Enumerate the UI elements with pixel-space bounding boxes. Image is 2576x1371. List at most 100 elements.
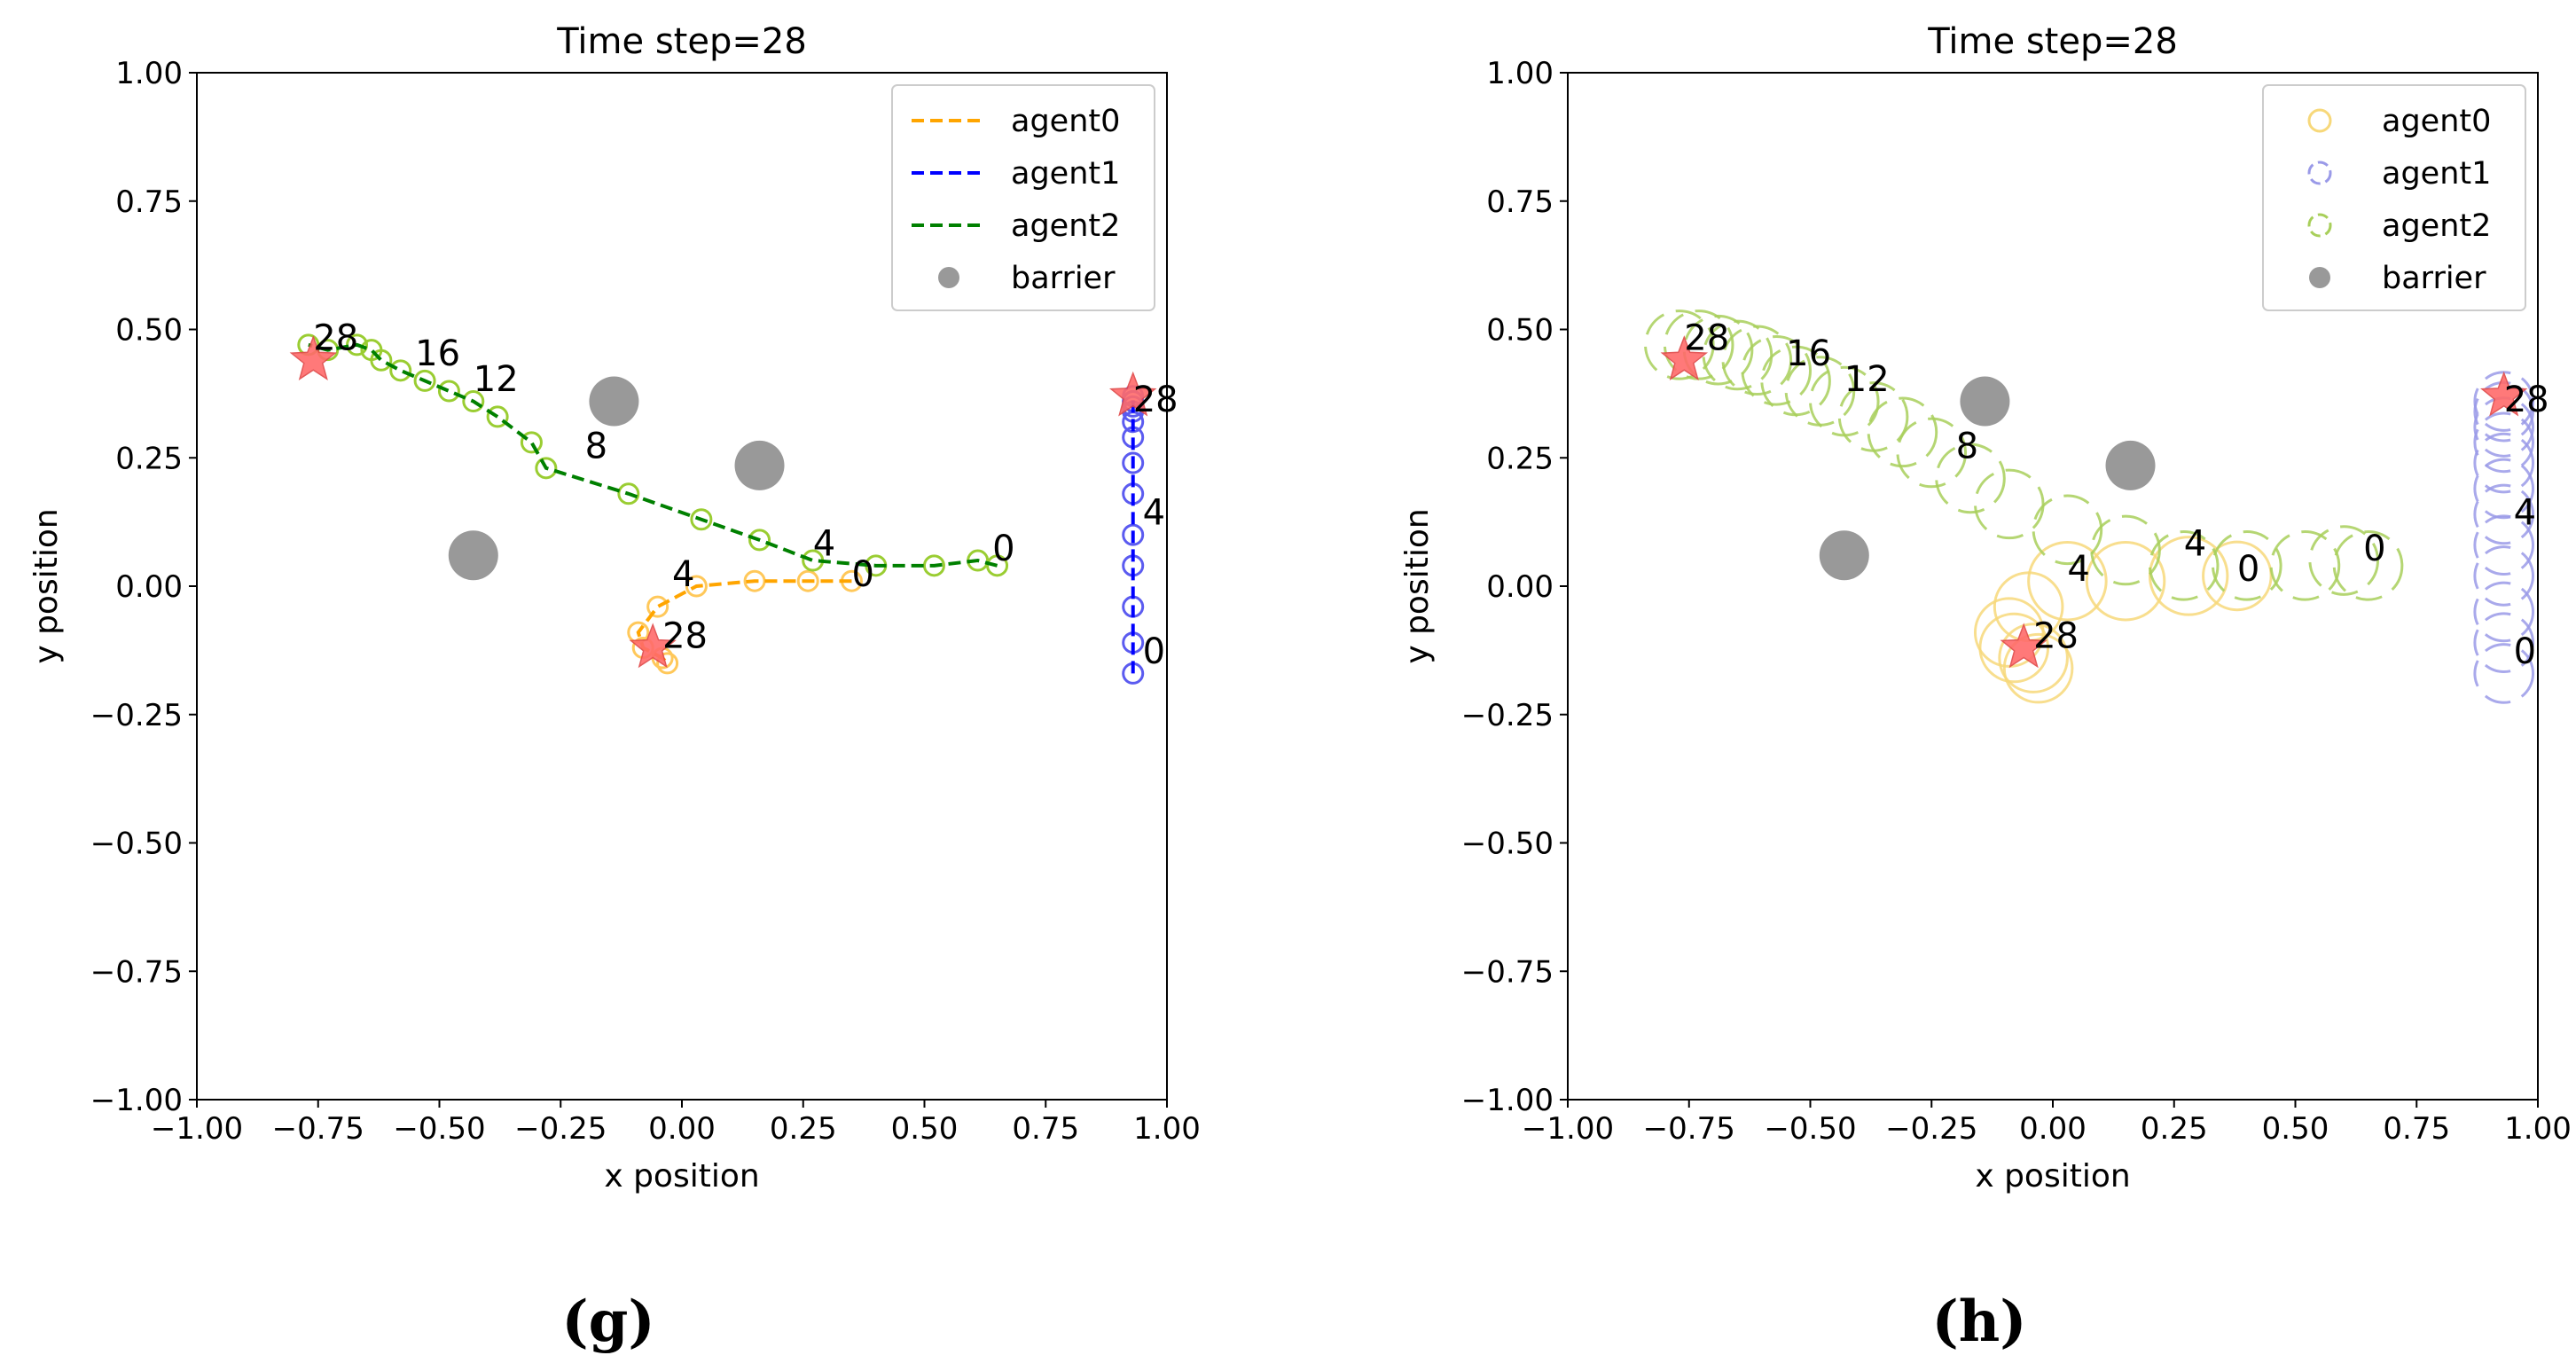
legend-label: agent0 [1011, 104, 1120, 139]
step-annotation: 4 [2067, 549, 2089, 590]
legend-label: agent0 [2382, 104, 2491, 139]
x-axis-label: x position [604, 1158, 759, 1195]
agent2-footprint-circle [2212, 530, 2282, 601]
x-tick-label: 0.00 [2019, 1111, 2087, 1147]
step-annotation: 0 [1143, 631, 1165, 672]
chart-panel-2: −1.00 −0.75 −0.50 −0.25 0.00 0.25 0.50 0.75 1.00… [1399, 21, 2572, 1355]
agent2-marker [922, 554, 945, 577]
x-tick-label: 1.00 [1133, 1111, 1201, 1147]
barrier-point [2105, 440, 2156, 490]
step-annotation: 28 [1133, 380, 1178, 420]
barrier-point [448, 530, 498, 581]
chart-panel-1: −1.00 −0.75 −0.50 −0.25 0.00 0.25 0.50 0.75 1.00… [28, 21, 1201, 1355]
y-tick-label: 0.75 [1486, 184, 1554, 220]
x-tick-label: 0.00 [648, 1111, 716, 1147]
legend-marker [2309, 267, 2330, 288]
agent2-footprint-circle [1896, 417, 1968, 489]
x-tick-label: 0.25 [770, 1111, 837, 1147]
step-annotation: 4 [2514, 493, 2536, 534]
legend-label: barrier [1011, 261, 1116, 296]
legend-box [2262, 84, 2526, 311]
x-tick-label: 0.50 [891, 1111, 959, 1147]
barrier-point [1960, 376, 2010, 427]
y-tick-label: 0.00 [1486, 569, 1554, 605]
agent2-footprint-circle [2148, 530, 2220, 601]
agent2-footprint-circle [1837, 381, 1909, 452]
y-tick-label: −0.25 [90, 698, 183, 733]
y-tick-label: −0.75 [90, 954, 183, 990]
legend-label: agent2 [2382, 208, 2491, 244]
agent2-marker [748, 529, 771, 552]
agent1-footprint-circle [2473, 581, 2535, 643]
y-tick-label: −0.75 [1461, 954, 1554, 990]
agent2-marker [360, 339, 383, 362]
step-annotation: 8 [585, 426, 607, 466]
agent0-marker [743, 569, 766, 592]
y-axis-label: y position [1399, 508, 1436, 663]
y-tick-label: 0.50 [1486, 313, 1554, 349]
agent2-footprint-circle [1663, 309, 1734, 380]
goal-star [289, 335, 338, 381]
agent2-footprint-circle [1760, 345, 1831, 417]
agent1-footprint-circle [2473, 514, 2535, 576]
chart-title: Time step=28 [1927, 21, 2178, 62]
legend-label: barrier [2382, 261, 2486, 296]
legend-box [891, 84, 1155, 311]
agent1-marker [1122, 523, 1145, 546]
legend-label: agent2 [1011, 208, 1120, 244]
agent2-marker [535, 457, 558, 480]
agent2-footprint-circle [1935, 443, 2006, 514]
y-tick-label: 0.00 [115, 569, 183, 605]
agent0-marker [656, 652, 679, 675]
legend-label: agent1 [1011, 156, 1120, 192]
legend-label: agent1 [2382, 156, 2491, 192]
step-annotation: 28 [2504, 380, 2549, 420]
agent1-marker [1122, 451, 1145, 474]
agent0-marker [685, 575, 708, 598]
x-tick-label: −0.75 [1643, 1111, 1735, 1147]
agent2-footprint-circle [1644, 309, 1715, 380]
chart-title: Time step=28 [556, 21, 807, 62]
agent2-marker [617, 482, 640, 505]
agent2-marker [462, 390, 485, 413]
y-tick-label: 0.75 [115, 184, 183, 220]
goal-star [1108, 371, 1157, 417]
agent1-footprint-circle [2473, 483, 2535, 545]
step-annotation: 12 [1844, 359, 1890, 400]
step-annotation: 4 [2184, 523, 2206, 564]
x-tick-label: −0.50 [1764, 1111, 1856, 1147]
agent0-footprint-circle [2027, 540, 2108, 622]
legend-marker [2307, 213, 2332, 238]
x-tick-label: 0.75 [1012, 1111, 1079, 1147]
x-tick-label: −0.25 [514, 1111, 607, 1147]
x-tick-label: −0.75 [272, 1111, 364, 1147]
step-annotation: 16 [1786, 333, 1831, 374]
agent1-footprint-circle [2473, 411, 2535, 474]
agent1-footprint-circle [2473, 458, 2535, 520]
x-axis-label: x position [1975, 1158, 2130, 1195]
agent0-footprint-circle [1998, 623, 2069, 693]
agent1-footprint-circle [2473, 612, 2535, 674]
agent2-footprint-circle [1867, 396, 1938, 468]
barrier-point [589, 376, 639, 427]
step-annotation: 12 [474, 359, 519, 400]
agent0-footprint-circle [2085, 540, 2166, 622]
step-annotation: 4 [672, 554, 694, 595]
goal-star [2000, 623, 2047, 669]
agent2-footprint-circle [1741, 335, 1812, 406]
agent2-marker [690, 508, 713, 531]
panel-label: (h) [1931, 1289, 2026, 1355]
step-annotation: 0 [2237, 549, 2259, 590]
agent0-footprint-circle [2202, 540, 2273, 612]
legend-marker [938, 267, 959, 288]
y-tick-label: −0.25 [1461, 698, 1554, 733]
y-tick-label: −1.00 [90, 1083, 183, 1118]
step-annotation: 16 [415, 333, 460, 374]
x-tick-label: 1.00 [2504, 1111, 2572, 1147]
step-annotation: 0 [992, 529, 1014, 569]
agent2-marker [437, 380, 460, 403]
y-tick-label: 0.25 [1486, 441, 1554, 476]
agent2-footprint-circle [2090, 514, 2161, 586]
agent1-footprint-circle [2473, 432, 2535, 494]
